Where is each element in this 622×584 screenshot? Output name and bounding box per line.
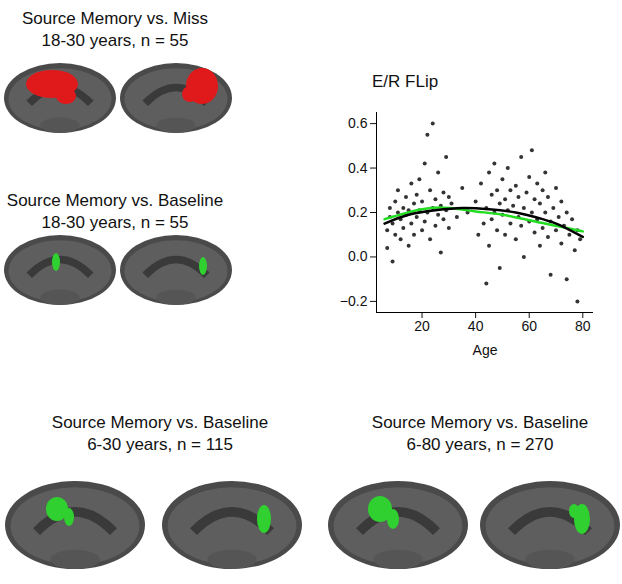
svg-text:40: 40	[468, 318, 484, 334]
html-text:6-80 years, n = 270: 6-80 years, n = 270	[406, 435, 554, 454]
html-text:6-30 years, n = 115: 6-30 years, n = 115	[87, 435, 233, 454]
html-text:Source Memory vs. Baseline: Source Memory vs. Baseline	[6, 191, 224, 210]
svg-text:0.6: 0.6	[348, 115, 368, 131]
svg-text:−0.2: −0.2	[340, 293, 368, 309]
svg-text:60: 60	[521, 318, 537, 334]
html-text:18-30 years, n = 55: 18-30 years, n = 55	[41, 31, 189, 50]
svg-text:0.4: 0.4	[348, 160, 368, 176]
svg-text:20: 20	[414, 318, 430, 334]
svg-text:Age: Age	[473, 342, 498, 358]
html-text:18-30 years, n = 55: 18-30 years, n = 55	[41, 213, 189, 232]
html-text:Source Memory vs. Baseline: Source Memory vs. Baseline	[371, 413, 589, 432]
html-text:Source Memory vs. Miss: Source Memory vs. Miss	[22, 9, 208, 28]
svg-text:0.0: 0.0	[348, 248, 368, 264]
html-text:E/R FLip: E/R FLip	[372, 72, 439, 91]
svg-text:0.2: 0.2	[348, 204, 368, 220]
html-text:Source Memory vs. Baseline: Source Memory vs. Baseline	[51, 413, 269, 432]
svg-text:80: 80	[575, 318, 591, 334]
